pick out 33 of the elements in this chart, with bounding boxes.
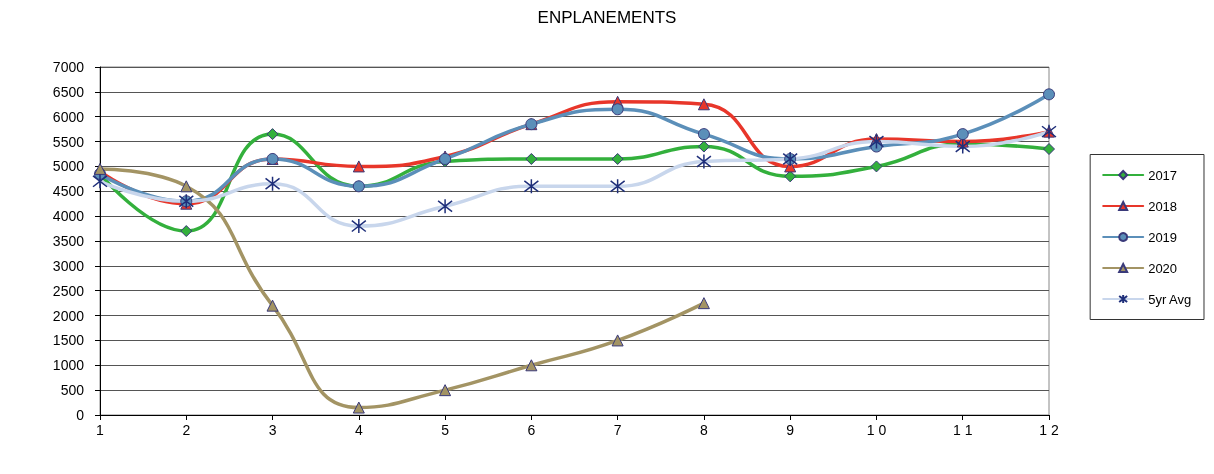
y-tick-label: 2500 bbox=[52, 282, 85, 299]
x-tick-label: 1 bbox=[96, 422, 105, 438]
y-tick-label: 2000 bbox=[52, 307, 85, 324]
y-tick-label: 4000 bbox=[52, 208, 85, 225]
y-tick-label: 6000 bbox=[52, 108, 85, 125]
x-tick-label: 5 bbox=[441, 422, 450, 438]
x-tick-label: 2 bbox=[182, 422, 191, 438]
x-tick-label: 1 2 bbox=[1039, 422, 1059, 438]
legend-label: 2018 bbox=[1148, 198, 1178, 214]
x-tick-label: 9 bbox=[786, 422, 795, 438]
legend-label: 5yr Avg bbox=[1148, 291, 1192, 307]
x-tick-label: 8 bbox=[700, 422, 709, 438]
y-tick-label: 3500 bbox=[52, 233, 85, 249]
x-tick-label: 1 1 bbox=[952, 422, 973, 438]
y-tick-label: 5000 bbox=[52, 158, 85, 175]
legend-label: 2020 bbox=[1148, 260, 1178, 276]
y-tick-label: 1000 bbox=[52, 357, 85, 374]
y-tick-label: 3000 bbox=[52, 257, 85, 274]
y-tick-label: 1500 bbox=[52, 332, 85, 349]
legend-label: 2019 bbox=[1148, 229, 1178, 245]
chart-title: ENPLANEMENTS bbox=[537, 8, 677, 27]
y-tick-label: 0 bbox=[76, 407, 85, 423]
x-tick-label: 3 bbox=[268, 422, 277, 438]
x-tick-label: 1 0 bbox=[866, 422, 887, 438]
y-tick-label: 5500 bbox=[52, 133, 85, 150]
y-tick-label: 7000 bbox=[52, 59, 85, 75]
x-tick-label: 4 bbox=[354, 422, 363, 438]
legend-label: 2017 bbox=[1148, 167, 1178, 183]
x-tick-label: 6 bbox=[527, 422, 536, 438]
y-tick-label: 4500 bbox=[52, 183, 85, 200]
y-tick-label: 500 bbox=[60, 382, 85, 399]
y-tick-label: 6500 bbox=[52, 83, 85, 100]
x-tick-label: 7 bbox=[613, 422, 622, 438]
